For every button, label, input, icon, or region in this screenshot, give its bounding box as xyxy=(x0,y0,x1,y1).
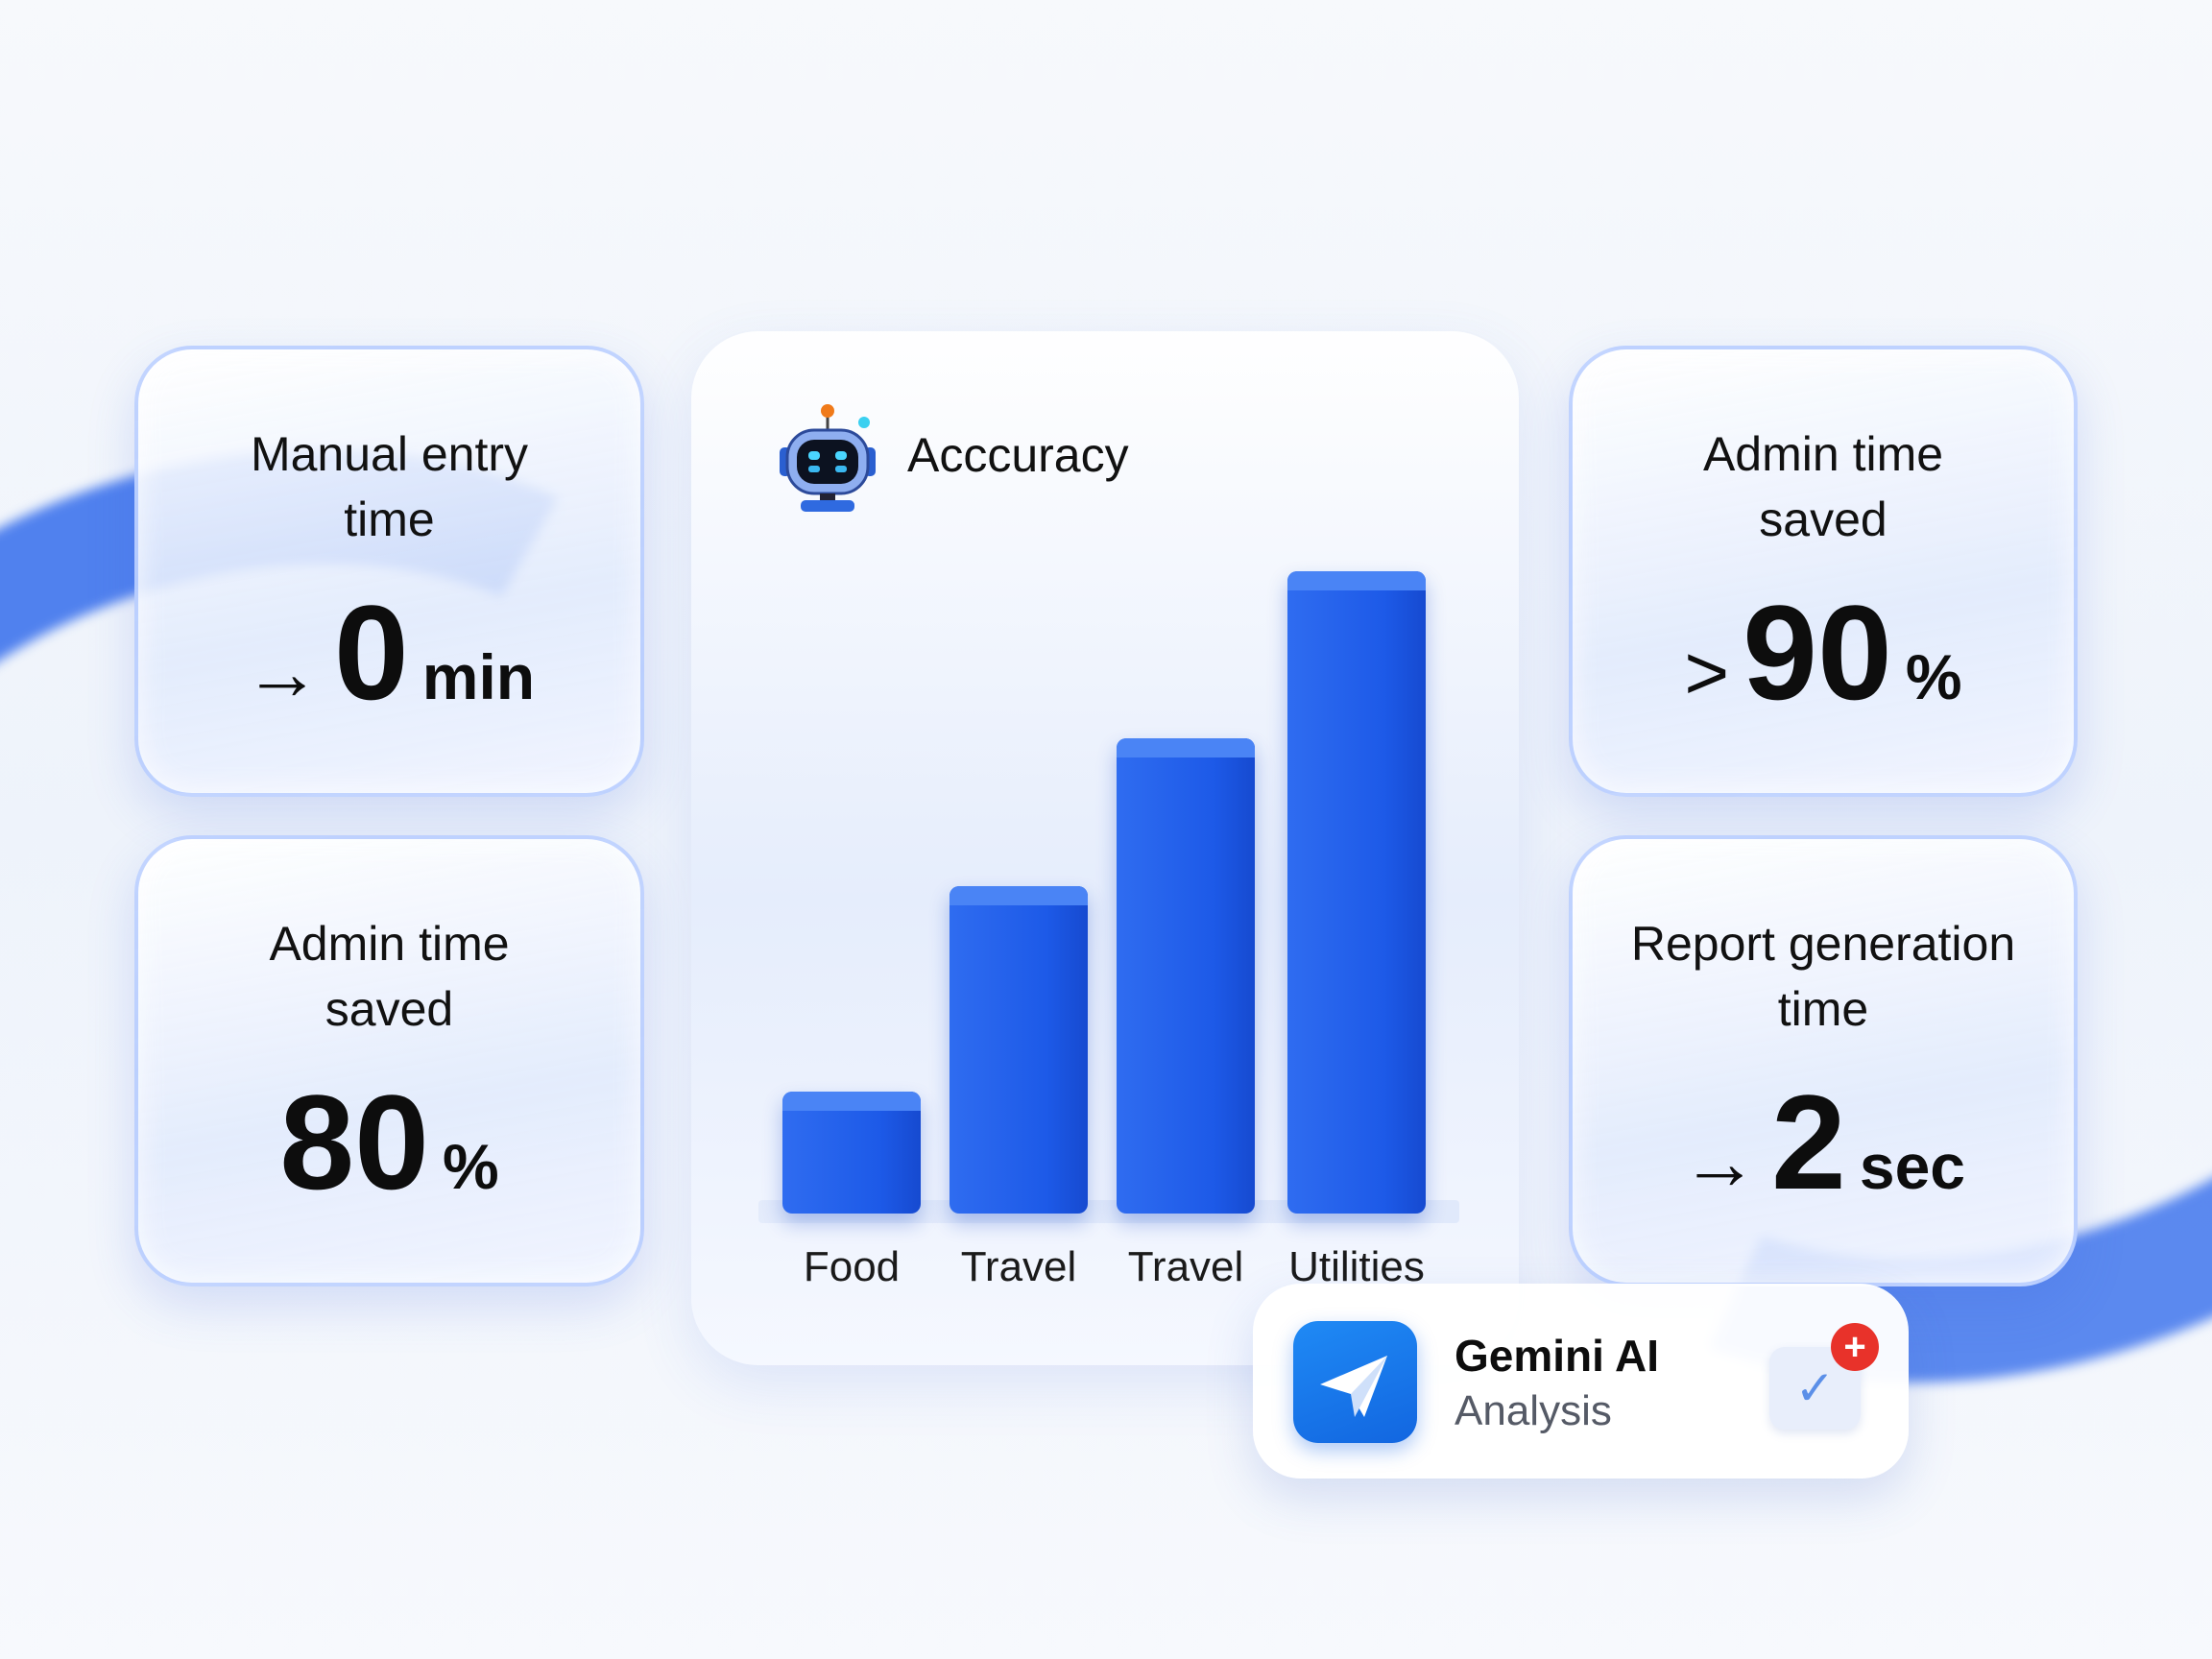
metric-card-admin-time-80: Admin time saved 80% xyxy=(134,835,644,1286)
paper-plane-icon[interactable] xyxy=(1293,1321,1417,1443)
bar-travel xyxy=(950,885,1088,1214)
x-tick-label: Travel xyxy=(1127,1243,1244,1290)
chart-title: Acccuracy xyxy=(907,428,1129,482)
card-unit: sec xyxy=(1859,1131,1965,1202)
x-tick-label: Utilities xyxy=(1288,1243,1425,1290)
card-label: Report generation xyxy=(1630,917,2016,971)
card-value: 0 xyxy=(333,577,409,728)
card-label: time xyxy=(344,493,435,546)
card-label: Admin time xyxy=(269,917,510,971)
card-unit: min xyxy=(421,641,536,712)
card-value: 80 xyxy=(279,1067,430,1217)
card-label: saved xyxy=(325,982,454,1036)
metric-card-report-generation: Report generation time → 2 sec xyxy=(1569,835,2078,1286)
card-label: time xyxy=(1777,982,1869,1036)
plus-icon[interactable]: + xyxy=(1831,1323,1879,1371)
greater-than-symbol: > xyxy=(1684,630,1730,715)
robot-icon xyxy=(780,404,876,512)
arrow-right-icon: → xyxy=(243,630,321,715)
bar-utilities xyxy=(1287,571,1426,1214)
bar-travel xyxy=(1117,737,1255,1214)
x-tick-label: Travel xyxy=(960,1243,1077,1290)
arrow-right-icon: → xyxy=(1681,1119,1758,1205)
card-label: Manual entry xyxy=(250,427,529,481)
card-value: 2 xyxy=(1771,1067,1846,1217)
card-unit: % xyxy=(443,1131,499,1202)
bar-food xyxy=(782,1091,921,1214)
card-label: saved xyxy=(1759,493,1887,546)
card-label: Admin time xyxy=(1702,427,1944,481)
card-unit: % xyxy=(1905,641,1962,712)
notification-subtitle: Analysis xyxy=(1455,1387,1612,1434)
metric-card-manual-entry: Manual entry time → 0 min xyxy=(134,346,644,797)
x-tick-label: Food xyxy=(803,1243,901,1290)
metric-card-admin-time-90: Admin time saved >90% xyxy=(1569,346,2078,797)
card-value: 90 xyxy=(1743,577,1892,728)
notification-title: Gemini AI xyxy=(1455,1331,1659,1381)
